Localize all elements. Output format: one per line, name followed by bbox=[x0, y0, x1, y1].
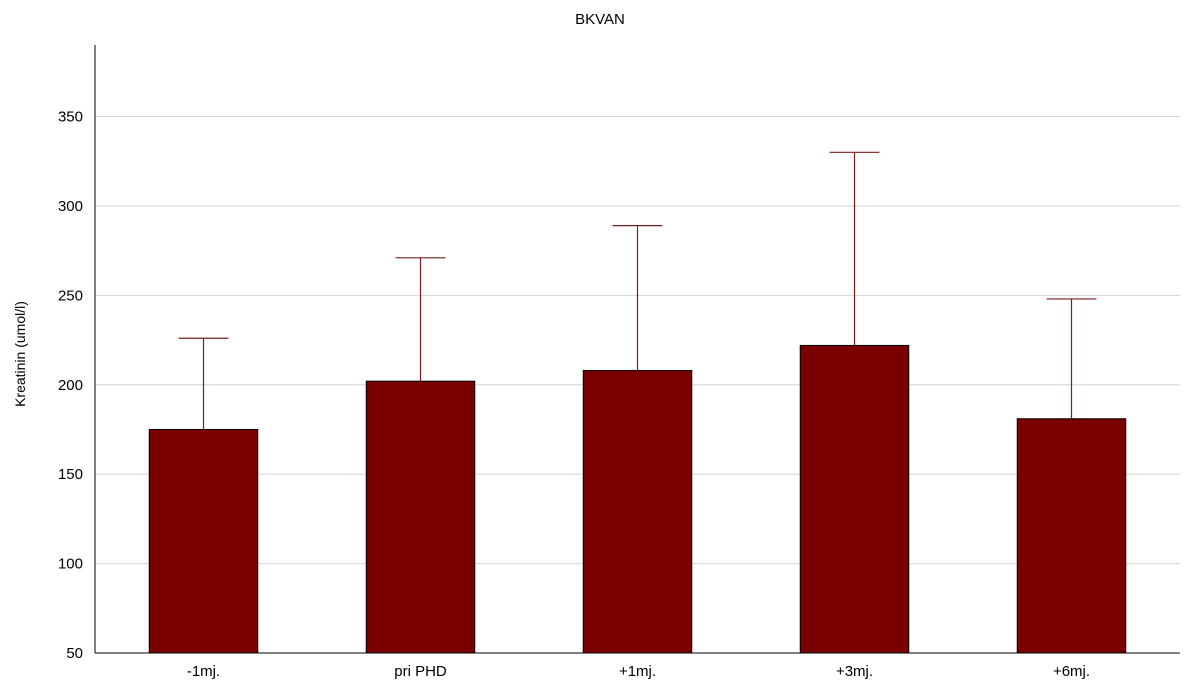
x-tick-label-1: -1mj. bbox=[187, 663, 220, 680]
y-tick-label-300: 300 bbox=[58, 198, 83, 215]
bar-2 bbox=[365, 380, 476, 654]
bar-3 bbox=[582, 369, 693, 654]
x-tick-label-3: +1mj. bbox=[619, 663, 656, 680]
x-tick-label-2: pri PHD bbox=[394, 663, 447, 680]
chart-title: BKVAN bbox=[575, 11, 625, 28]
y-tick-label-150: 150 bbox=[58, 466, 83, 483]
y-tick-label-200: 200 bbox=[58, 377, 83, 394]
y-tick-labels: 50 100 150 200 250 300 350 bbox=[58, 109, 83, 662]
x-tick-label-5: +6mj. bbox=[1053, 663, 1090, 680]
bar-1 bbox=[148, 428, 259, 654]
y-axis-label: Kreatinin (umol/l) bbox=[12, 301, 28, 407]
x-tick-label-4: +3mj. bbox=[836, 663, 873, 680]
bars bbox=[148, 344, 1127, 654]
y-tick-label-350: 350 bbox=[58, 109, 83, 126]
y-tick-label-250: 250 bbox=[58, 287, 83, 304]
y-tick-label-50: 50 bbox=[66, 645, 83, 662]
x-tick-labels: -1mj. pri PHD +1mj. +3mj. +6mj. bbox=[187, 663, 1090, 680]
bar-5 bbox=[1016, 418, 1127, 654]
y-tick-label-100: 100 bbox=[58, 556, 83, 573]
bar-4 bbox=[799, 344, 910, 654]
error-bars bbox=[178, 151, 1097, 430]
